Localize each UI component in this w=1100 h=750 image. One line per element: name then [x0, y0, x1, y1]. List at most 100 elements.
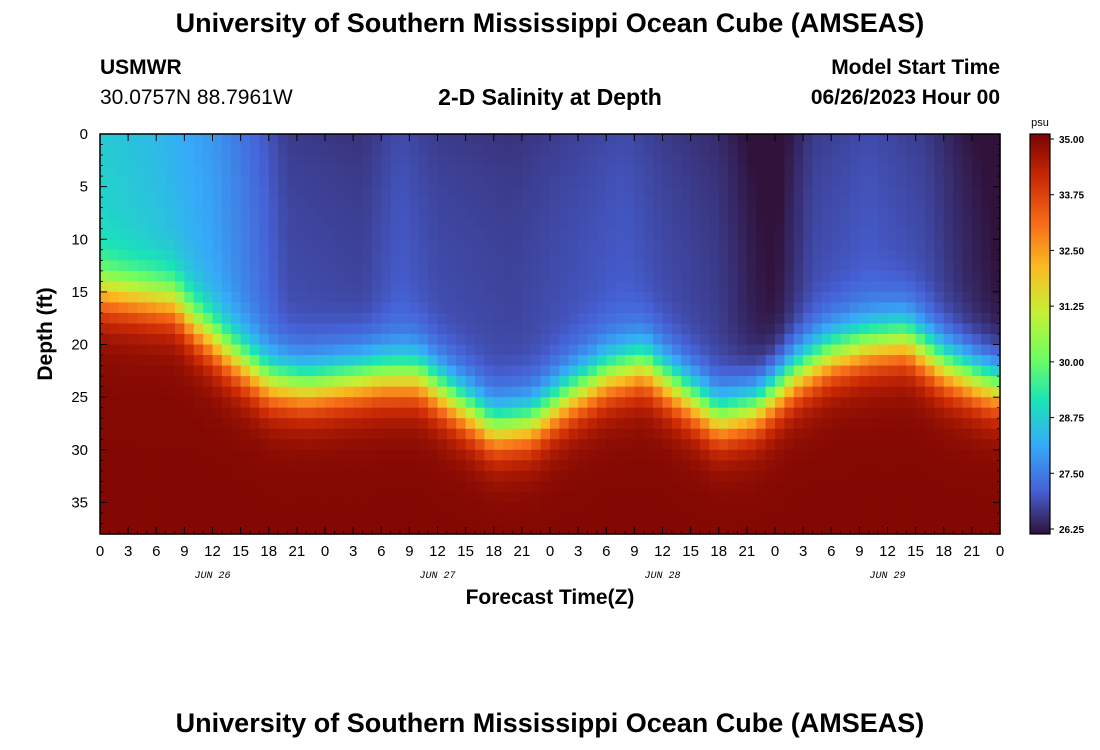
- heatmap-cell: [231, 239, 242, 251]
- heatmap-cell: [868, 144, 879, 156]
- heatmap-cell: [456, 218, 467, 230]
- heatmap-cell: [193, 334, 204, 346]
- heatmap-cell: [409, 376, 420, 388]
- heatmap-cell: [521, 176, 532, 188]
- heatmap-cell: [184, 197, 195, 209]
- heatmap-cell: [184, 355, 195, 367]
- heatmap-cell: [775, 376, 785, 388]
- heatmap-cell: [606, 239, 617, 251]
- heatmap-cell: [493, 502, 504, 514]
- heatmap-cell: [353, 449, 364, 461]
- heatmap-cell: [681, 165, 692, 177]
- heatmap-cell: [896, 249, 907, 261]
- heatmap-cell: [221, 460, 232, 472]
- heatmap-cell: [878, 460, 889, 472]
- heatmap-cell: [775, 491, 785, 504]
- heatmap-cell: [662, 165, 673, 177]
- heatmap-cell: [184, 134, 195, 146]
- heatmap-cell: [315, 155, 326, 167]
- heatmap-cell: [343, 523, 354, 535]
- heatmap-cell: [587, 481, 598, 493]
- heatmap-cell: [212, 334, 223, 346]
- heatmap-cell: [362, 491, 373, 504]
- heatmap-cell: [343, 281, 354, 293]
- heatmap-cell: [343, 197, 354, 209]
- heatmap-cell: [615, 460, 626, 472]
- heatmap-cell: [793, 165, 804, 177]
- heatmap-cell: [765, 228, 776, 240]
- heatmap-cell: [671, 418, 682, 430]
- heatmap-cell: [943, 481, 954, 493]
- heatmap-cell: [193, 249, 204, 261]
- heatmap-cell: [840, 344, 851, 356]
- heatmap-cell: [334, 470, 345, 482]
- heatmap-cell: [503, 428, 514, 440]
- heatmap-cell: [306, 418, 317, 430]
- heatmap-cell: [353, 470, 364, 482]
- heatmap-cell: [971, 407, 982, 419]
- heatmap-cell: [456, 386, 467, 398]
- heatmap-cell: [493, 428, 504, 440]
- heatmap-cell: [990, 165, 1001, 177]
- y-tick-label: 5: [80, 179, 88, 196]
- heatmap-cell: [512, 165, 523, 177]
- heatmap-cell: [671, 281, 682, 293]
- heatmap-cell: [793, 207, 804, 219]
- heatmap-cell: [625, 397, 635, 409]
- heatmap-cell: [718, 407, 729, 419]
- heatmap-cell: [896, 302, 907, 314]
- heatmap-cell: [128, 323, 139, 335]
- heatmap-cell: [409, 439, 420, 451]
- heatmap-cell: [643, 228, 654, 240]
- heatmap-cell: [756, 281, 767, 293]
- heatmap-cell: [971, 397, 982, 409]
- heatmap-cell: [540, 418, 551, 430]
- heatmap-cell: [981, 176, 992, 188]
- heatmap-cell: [953, 418, 964, 430]
- heatmap-cell: [784, 407, 795, 419]
- x-tick-label: 6: [377, 543, 385, 560]
- heatmap-cell: [531, 502, 542, 514]
- heatmap-cell: [325, 502, 335, 514]
- heatmap-cell: [306, 470, 317, 482]
- heatmap-cell: [446, 386, 457, 398]
- heatmap-cell: [521, 355, 532, 367]
- heatmap-cell: [446, 197, 457, 209]
- heatmap-cell: [231, 376, 242, 388]
- heatmap-cell: [578, 397, 589, 409]
- heatmap-cell: [643, 144, 654, 156]
- heatmap-cell: [971, 260, 982, 272]
- heatmap-cell: [831, 470, 842, 482]
- heatmap-cell: [746, 481, 757, 493]
- heatmap-cell: [671, 470, 682, 482]
- heatmap-cell: [596, 449, 607, 461]
- heatmap-cell: [362, 418, 373, 430]
- heatmap-cell: [915, 491, 926, 504]
- heatmap-cell: [146, 176, 157, 188]
- heatmap-cell: [840, 386, 851, 398]
- heatmap-cell: [109, 460, 120, 472]
- heatmap-cell: [371, 344, 382, 356]
- heatmap-cell: [118, 386, 129, 398]
- heatmap-cell: [137, 407, 148, 419]
- heatmap-cell: [165, 218, 176, 230]
- heatmap-cell: [362, 386, 373, 398]
- heatmap-cell: [746, 365, 757, 377]
- heatmap-cell: [315, 334, 326, 346]
- x-tick-label: 3: [574, 543, 582, 560]
- heatmap-cell: [859, 376, 870, 388]
- heatmap-cell: [653, 323, 664, 335]
- heatmap-cell: [475, 291, 485, 304]
- heatmap-cell: [962, 512, 973, 525]
- heatmap-cell: [812, 197, 823, 209]
- heatmap-cell: [175, 281, 185, 293]
- heatmap-cell: [343, 376, 354, 388]
- heatmap-cell: [418, 260, 429, 272]
- heatmap-cell: [306, 365, 317, 377]
- heatmap-cell: [568, 197, 579, 209]
- heatmap-cell: [146, 144, 157, 156]
- heatmap-cell: [859, 302, 870, 314]
- heatmap-cell: [578, 155, 589, 167]
- heatmap-cell: [981, 312, 992, 325]
- heatmap-cell: [203, 176, 214, 188]
